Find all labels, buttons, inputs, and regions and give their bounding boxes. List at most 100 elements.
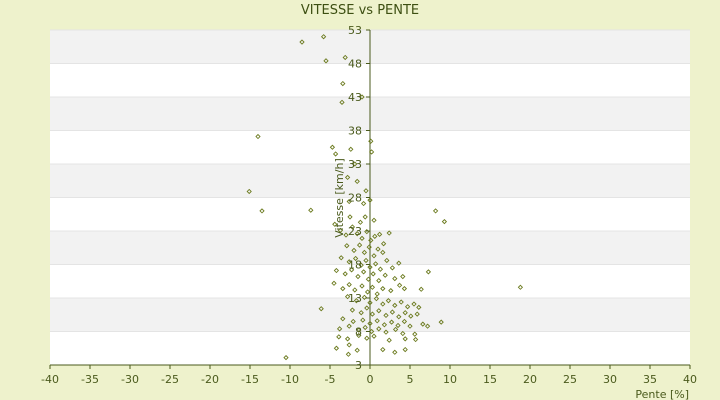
- data-point: [283, 354, 289, 361]
- data-point: [332, 221, 338, 227]
- x-tick-label: -15: [241, 373, 259, 386]
- data-point: [344, 174, 351, 181]
- data-point: [362, 324, 368, 331]
- y-tick-label: 3: [355, 359, 362, 372]
- data-point: [343, 232, 349, 238]
- data-point: [344, 294, 351, 300]
- y-tick-label: 28: [348, 192, 362, 205]
- data-point: [362, 214, 368, 220]
- x-tick-label: -30: [121, 373, 139, 386]
- y-axis-label: Vitesse [km/h]: [333, 158, 346, 238]
- data-point: [349, 307, 356, 313]
- data-point: [351, 247, 357, 254]
- data-point: [365, 276, 372, 282]
- data-point: [366, 244, 372, 250]
- data-point: [332, 151, 339, 157]
- data-point: [380, 249, 386, 256]
- data-point: [340, 285, 346, 292]
- data-point: [418, 286, 424, 292]
- data-point: [383, 312, 389, 319]
- data-point: [346, 259, 352, 265]
- data-point: [357, 219, 364, 225]
- data-point: [372, 233, 378, 239]
- x-tick-label: -25: [161, 373, 179, 386]
- data-point: [424, 323, 431, 329]
- data-point: [401, 285, 408, 292]
- data-point: [420, 321, 426, 327]
- data-point: [340, 80, 346, 87]
- data-point: [371, 333, 377, 339]
- data-point: [386, 337, 392, 343]
- data-point: [356, 332, 362, 339]
- x-tick-label: 10: [443, 373, 457, 386]
- data-point: [331, 280, 337, 286]
- data-point: [364, 289, 371, 295]
- x-tick-label: 30: [603, 373, 617, 386]
- data-point: [342, 54, 348, 61]
- data-point: [333, 345, 340, 351]
- data-point: [376, 326, 382, 332]
- data-point: [346, 342, 352, 348]
- y-tick-label: 38: [348, 125, 362, 138]
- data-point: [318, 306, 324, 312]
- data-point: [367, 197, 373, 203]
- data-point: [350, 318, 356, 325]
- data-point: [385, 298, 392, 304]
- data-point: [392, 302, 398, 309]
- x-tick-label: 35: [643, 373, 657, 386]
- data-point: [348, 267, 355, 273]
- data-point: [404, 304, 411, 310]
- data-point: [376, 308, 382, 314]
- data-point: [402, 310, 408, 316]
- data-point: [402, 336, 408, 342]
- y-tick-label: 18: [348, 259, 362, 272]
- data-point: [396, 282, 403, 288]
- y-tick-label: 43: [348, 91, 362, 104]
- data-point: [408, 313, 414, 319]
- x-axis-label: Pente [%]: [635, 388, 689, 400]
- data-point: [364, 335, 370, 341]
- y-tick-label: 53: [348, 24, 362, 37]
- data-point: [376, 231, 383, 237]
- data-point: [358, 262, 364, 268]
- data-point: [355, 273, 361, 280]
- data-point: [347, 214, 353, 220]
- data-point: [342, 271, 348, 277]
- data-point: [389, 309, 396, 315]
- data-point: [367, 320, 373, 327]
- data-point: [381, 322, 388, 328]
- data-point: [380, 241, 387, 247]
- data-point: [358, 310, 364, 316]
- data-point: [438, 319, 444, 325]
- data-point: [360, 317, 366, 323]
- data-point: [363, 188, 369, 194]
- data-point: [344, 336, 351, 342]
- data-point: [392, 349, 398, 355]
- data-point: [392, 326, 399, 333]
- data-point: [370, 271, 376, 277]
- data-point: [368, 237, 374, 244]
- data-point: [395, 322, 401, 329]
- data-point: [337, 227, 344, 233]
- data-point: [402, 346, 408, 353]
- data-point: [352, 161, 358, 167]
- data-point: [368, 138, 374, 144]
- data-point: [400, 273, 406, 280]
- data-point: [345, 351, 352, 357]
- data-point: [329, 144, 336, 150]
- data-point: [396, 314, 402, 320]
- data-point: [396, 260, 402, 266]
- data-point: [368, 149, 375, 155]
- data-point: [374, 291, 380, 297]
- data-point: [371, 253, 377, 259]
- data-point: [369, 284, 376, 290]
- x-tick-label: 40: [683, 373, 697, 386]
- data-point: [517, 284, 524, 290]
- data-point: [364, 305, 370, 311]
- data-point: [382, 272, 388, 278]
- data-point: [346, 281, 352, 288]
- x-tick-label: -40: [41, 373, 59, 386]
- data-point: [359, 94, 365, 100]
